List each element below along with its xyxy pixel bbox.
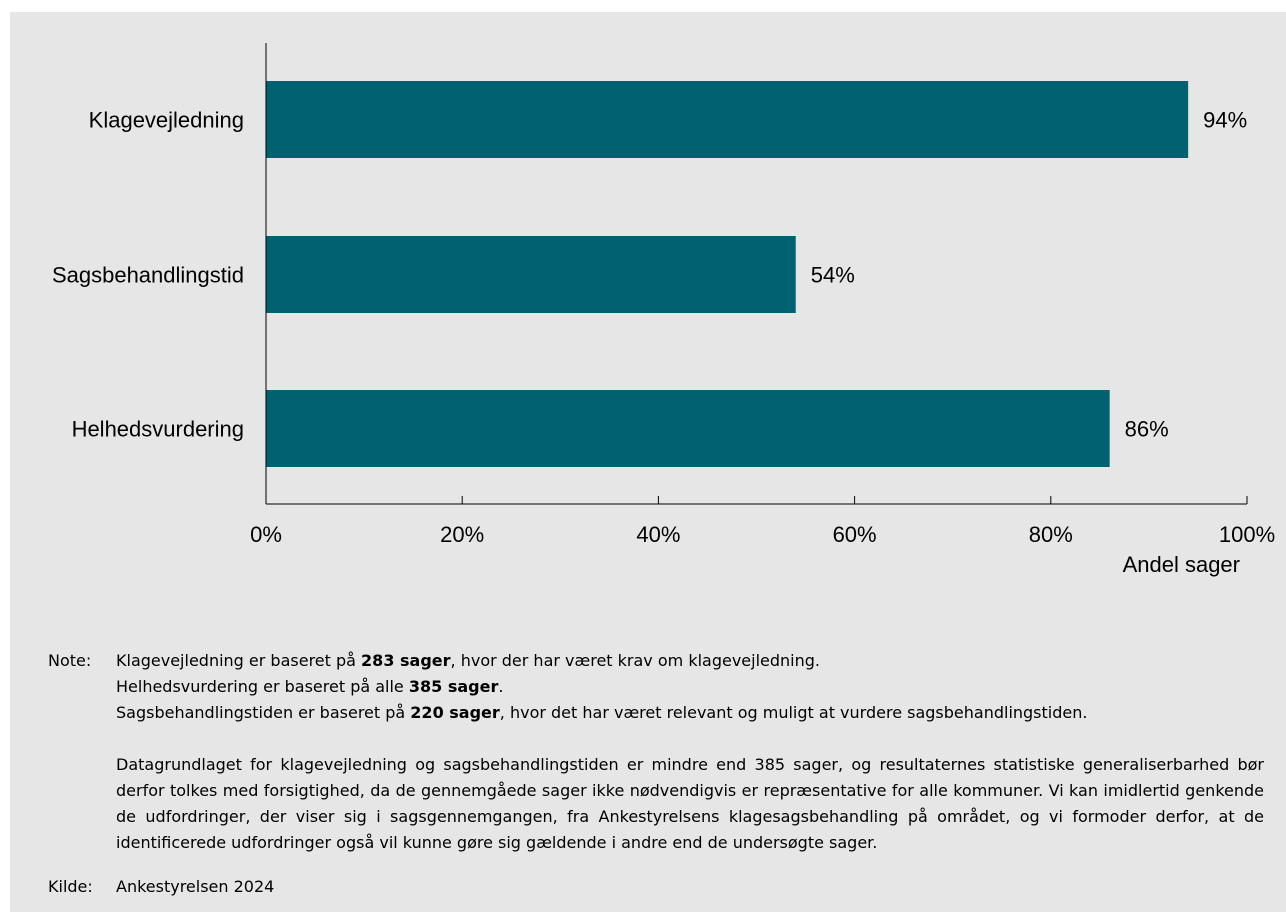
note-line-2-post: . — [498, 677, 504, 696]
bar-chart: Klagevejledning 94% Sagsbehandlingstid 54% H… — [52, 43, 1275, 578]
source-label: Kilde: — [48, 877, 93, 896]
category-label-2: Helhedsvurdering — [72, 417, 244, 442]
note-line-2-bold: 385 sager — [408, 677, 499, 696]
note-line-2-pre: Helhedsvurdering er baseret på alle — [116, 677, 409, 696]
x-tick-label-1: 20% — [440, 522, 484, 547]
note-body: Klagevejledning er baseret på 283 sager,… — [116, 648, 1278, 856]
labels-layer: Klagevejledning 94% Sagsbehandlingstid 54% H… — [52, 108, 1275, 578]
note-line-3-bold: 220 sager — [410, 703, 500, 722]
value-label-0: 94% — [1203, 108, 1247, 133]
note-row: Note: Klagevejledning er baseret på 283 … — [48, 648, 1278, 856]
note-line-1-post: , hvor der har været krav om klagevejled… — [450, 651, 820, 670]
note-line-1: Klagevejledning er baseret på 283 sager,… — [116, 648, 1278, 674]
note-line-2: Helhedsvurdering er baseret på alle 385 … — [116, 674, 1278, 700]
notes-block: Note: Klagevejledning er baseret på 283 … — [48, 648, 1278, 900]
x-axis-title: Andel sager — [1123, 552, 1240, 577]
note-paragraph: Datagrundlaget for klagevejledning og sa… — [116, 755, 1264, 852]
note-label: Note: — [48, 651, 92, 670]
note-line-3: Sagsbehandlingstiden er baseret på 220 s… — [116, 700, 1278, 726]
bar-2 — [266, 390, 1110, 467]
source-text: Ankestyrelsen 2024 — [116, 877, 275, 896]
note-line-3-post: , hvor det har været relevant og muligt … — [499, 703, 1088, 722]
value-label-2: 86% — [1125, 417, 1169, 442]
x-tick-label-5: 100% — [1219, 522, 1275, 547]
bar-1 — [266, 236, 796, 313]
category-label-1: Sagsbehandlingstid — [52, 263, 244, 288]
source-row: Kilde: Ankestyrelsen 2024 — [48, 874, 1278, 900]
x-tick-label-3: 60% — [833, 522, 877, 547]
note-line-3-pre: Sagsbehandlingstiden er baseret på — [116, 703, 411, 722]
category-label-0: Klagevejledning — [89, 108, 244, 133]
note-line-1-pre: Klagevejledning er baseret på — [116, 651, 362, 670]
bars-layer — [266, 81, 1189, 467]
bar-0 — [266, 81, 1189, 158]
x-tick-label-4: 80% — [1029, 522, 1073, 547]
axes-layer — [265, 43, 1248, 505]
note-line-1-bold: 283 sager — [361, 651, 451, 670]
value-label-1: 54% — [811, 263, 855, 288]
x-tick-label-2: 40% — [636, 522, 680, 547]
x-tick-label-0: 0% — [250, 522, 282, 547]
